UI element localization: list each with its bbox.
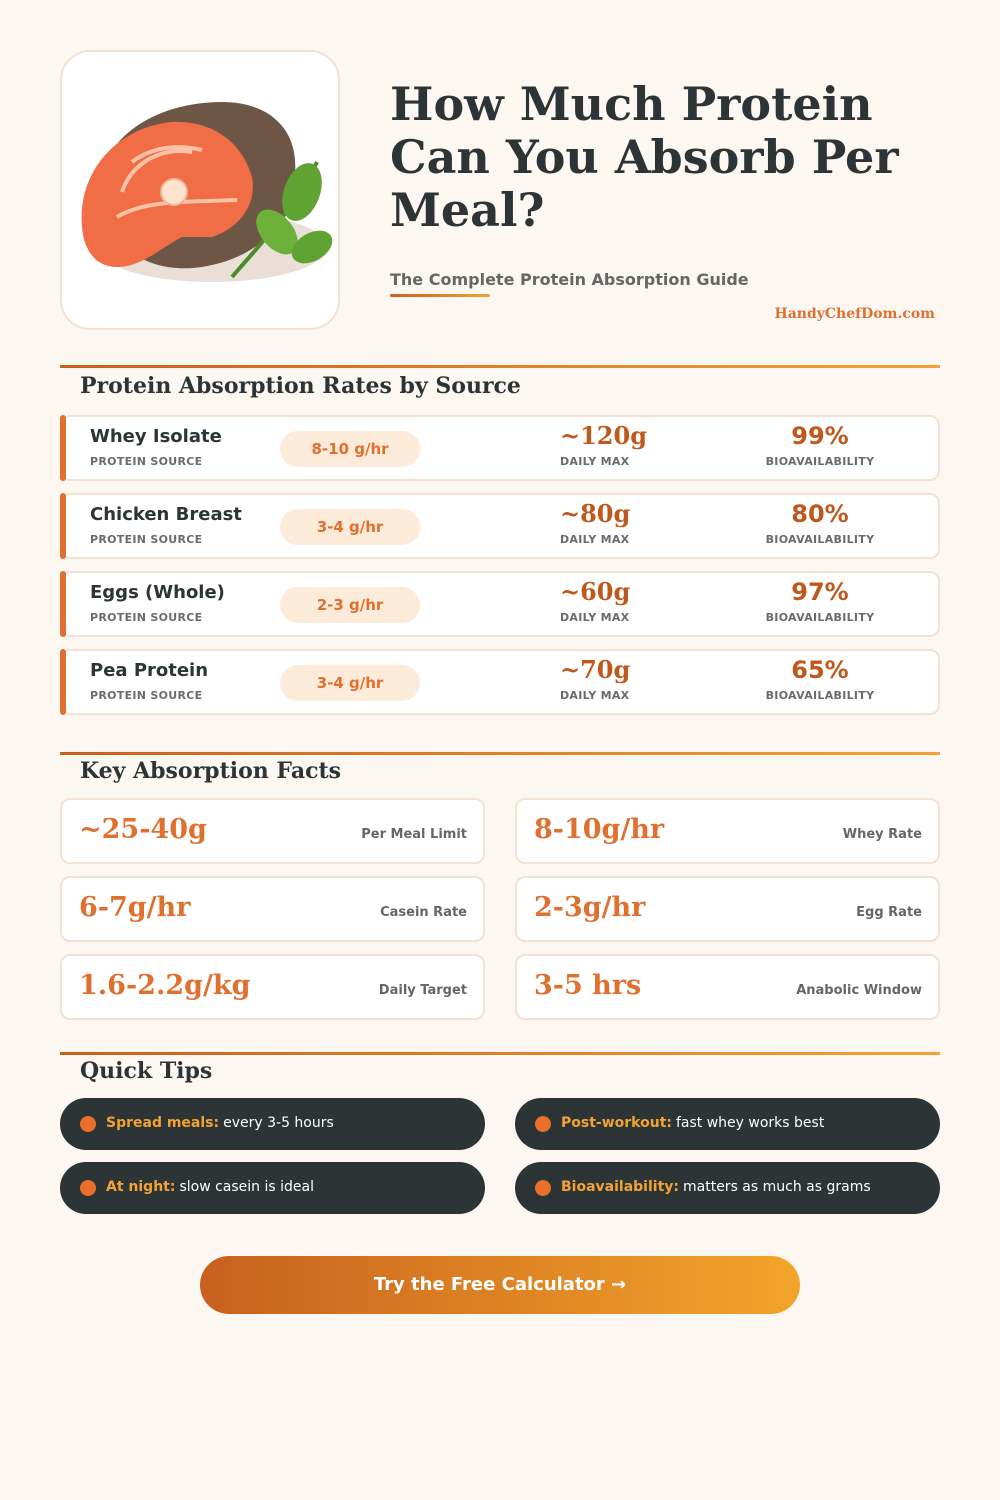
fact-label: Daily Target: [378, 983, 467, 998]
fact-card: 2-3g/hr Egg Rate: [515, 876, 940, 942]
fact-value: 1.6-2.2g/kg: [79, 970, 251, 1001]
accent-bar: [60, 649, 66, 715]
rate-pill: 2-3 g/hr: [280, 587, 420, 623]
divider: [60, 1052, 940, 1055]
title: How Much Protein Can You Absorb Per Meal…: [390, 77, 899, 237]
fact-card: 8-10g/hr Whey Rate: [515, 798, 940, 864]
fact-label: Casein Rate: [380, 905, 467, 920]
source-card: Pea Protein PROTEIN SOURCE 3-4 g/hr ~70g DAI…: [60, 649, 940, 715]
source-name: Chicken Breast: [90, 504, 242, 525]
divider: [60, 365, 940, 368]
accent-bar: [60, 493, 66, 559]
fact-value: 8-10g/hr: [534, 814, 665, 845]
daily-max: ~120g: [560, 421, 647, 450]
fact-label: Anabolic Window: [796, 983, 922, 998]
fact-card: 1.6-2.2g/kg Daily Target: [60, 954, 485, 1020]
daily-max: ~70g: [560, 655, 631, 684]
hero-image: [60, 50, 340, 330]
section-title: Key Absorption Facts: [80, 758, 342, 784]
source-kind: PROTEIN SOURCE: [90, 689, 203, 702]
tip-pill: Spread meals: every 3-5 hours: [60, 1098, 485, 1150]
cta-button[interactable]: Try the Free Calculator →: [200, 1256, 800, 1314]
daily-max: ~60g: [560, 577, 631, 606]
bioavailability: 97%: [791, 578, 849, 606]
bio-label: BIOAVAILABILITY: [765, 611, 875, 624]
source-name: Eggs (Whole): [90, 582, 225, 603]
tip-pill: Bioavailability: matters as much as grams: [515, 1162, 940, 1214]
accent-bar: [60, 415, 66, 481]
tip-lead: Post-workout:: [561, 1115, 672, 1131]
fact-value: 6-7g/hr: [79, 892, 191, 923]
rate-pill: 3-4 g/hr: [280, 509, 420, 545]
fact-card: 3-5 hrs Anabolic Window: [515, 954, 940, 1020]
fact-label: Whey Rate: [842, 827, 922, 842]
tip-body: slow casein is ideal: [179, 1179, 314, 1195]
tip-lead: Spread meals:: [106, 1115, 220, 1131]
tip-lead: Bioavailability:: [561, 1179, 679, 1195]
salmon-illustration: [81, 102, 333, 282]
fact-value: 2-3g/hr: [534, 892, 646, 923]
rate-pill: 3-4 g/hr: [280, 665, 420, 701]
source-name: Pea Protein: [90, 660, 209, 681]
daily-max: ~80g: [560, 499, 631, 528]
fact-value: 3-5 hrs: [534, 970, 642, 1001]
tip-dot: [535, 1180, 551, 1196]
divider: [60, 752, 940, 755]
section-title: Quick Tips: [80, 1058, 213, 1084]
accent-bar: [60, 571, 66, 637]
bio-label: BIOAVAILABILITY: [765, 533, 875, 546]
tip-body: fast whey works best: [675, 1115, 825, 1131]
tip-text: Spread meals: every 3-5 hours: [106, 1115, 334, 1131]
tip-dot: [535, 1116, 551, 1132]
bioavailability: 99%: [791, 422, 849, 450]
fact-card: ~25-40g Per Meal Limit: [60, 798, 485, 864]
source-card: Chicken Breast PROTEIN SOURCE 3-4 g/hr ~80g…: [60, 493, 940, 559]
tip-text: At night: slow casein is ideal: [106, 1179, 314, 1195]
fact-value: ~25-40g: [79, 814, 207, 845]
bio-label: BIOAVAILABILITY: [765, 689, 875, 702]
daily-label: DAILY MAX: [560, 533, 630, 546]
rate-pill: 8-10 g/hr: [280, 431, 420, 467]
fact-label: Per Meal Limit: [361, 827, 467, 842]
tip-pill: At night: slow casein is ideal: [60, 1162, 485, 1214]
bio-label: BIOAVAILABILITY: [765, 455, 875, 468]
source-name: Whey Isolate: [90, 426, 222, 447]
fact-card: 6-7g/hr Casein Rate: [60, 876, 485, 942]
source-kind: PROTEIN SOURCE: [90, 455, 203, 468]
tip-body: every 3-5 hours: [223, 1115, 334, 1131]
source-kind: PROTEIN SOURCE: [90, 611, 203, 624]
fact-label: Egg Rate: [856, 905, 922, 920]
bioavailability: 80%: [791, 500, 849, 528]
source-card: Whey Isolate PROTEIN SOURCE 8-10 g/hr ~120g…: [60, 415, 940, 481]
tip-text: Bioavailability: matters as much as grams: [561, 1179, 871, 1195]
source-card: Eggs (Whole) PROTEIN SOURCE 2-3 g/hr ~60g DA…: [60, 571, 940, 637]
daily-label: DAILY MAX: [560, 689, 630, 702]
subtitle-underline: [390, 294, 490, 297]
tip-pill: Post-workout: fast whey works best: [515, 1098, 940, 1150]
tip-dot: [80, 1180, 96, 1196]
daily-label: DAILY MAX: [560, 611, 630, 624]
tip-dot: [80, 1116, 96, 1132]
source-kind: PROTEIN SOURCE: [90, 533, 203, 546]
site-name: HandyChefDom.com: [774, 306, 936, 322]
bioavailability: 65%: [791, 656, 849, 684]
section-title: Protein Absorption Rates by Source: [80, 373, 521, 399]
subtitle: The Complete Protein Absorption Guide: [390, 270, 749, 289]
daily-label: DAILY MAX: [560, 455, 630, 468]
tip-body: matters as much as grams: [683, 1179, 871, 1195]
tip-lead: At night:: [106, 1179, 176, 1195]
tip-text: Post-workout: fast whey works best: [561, 1115, 824, 1131]
